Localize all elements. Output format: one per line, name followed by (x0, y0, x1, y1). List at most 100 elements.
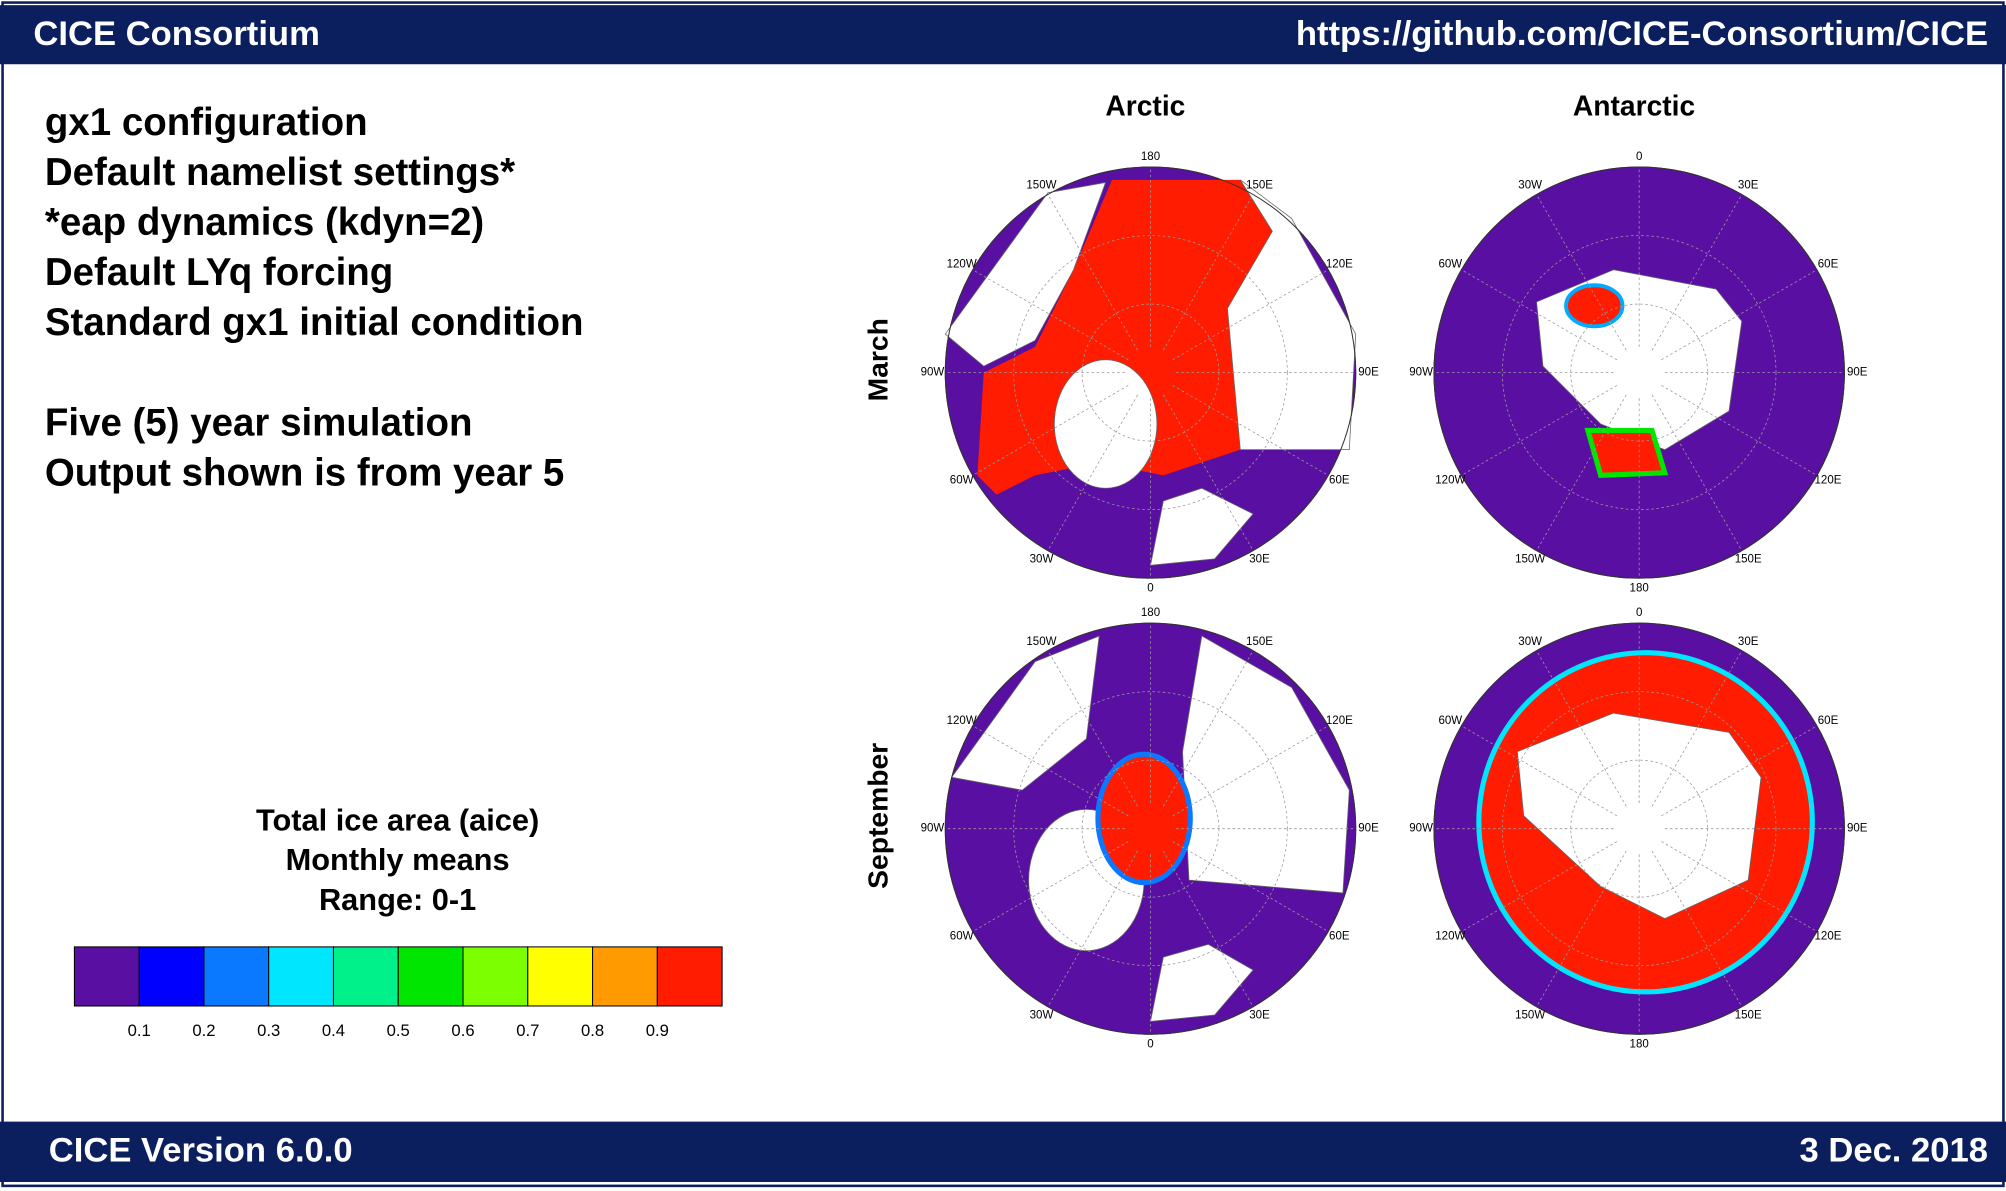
map-outline (944, 622, 1357, 1035)
graticule (1461, 385, 1618, 476)
row-title: September (861, 743, 893, 889)
longitude-label: 0 (1636, 151, 1642, 163)
graticule (1501, 235, 1777, 511)
longitude-label: 180 (1630, 582, 1649, 594)
graticule (1162, 194, 1254, 351)
colorbar-box (462, 946, 529, 1007)
graticule (1661, 725, 1818, 817)
graticule (1047, 394, 1139, 551)
longitude-label: 30E (1249, 554, 1270, 566)
legend-title: Range: 0-1 (319, 882, 476, 917)
footer-bar (0, 1121, 2006, 1183)
longitude-label: 30E (1738, 636, 1759, 648)
longitude-label: 0 (1147, 1039, 1153, 1051)
longitude-label: 60W (1438, 259, 1462, 271)
polar-map: 180 150E 120E 90E 60E 30E 0 30W 60W 90W 120W 150W (921, 607, 1380, 1051)
header-url: https://github.com/CICE-Consortium/CICE (1296, 15, 1988, 53)
longitude-label: 150E (1246, 180, 1273, 192)
longitude-label: 120E (1815, 475, 1842, 487)
longitude-label: 30W (1030, 554, 1054, 566)
colorbar-box (332, 946, 399, 1007)
description-line: *eap dynamics (kdyn=2) (45, 201, 484, 244)
map-outline (944, 166, 1357, 579)
sea-ice (977, 179, 1273, 495)
land (1150, 487, 1254, 566)
graticule (1013, 691, 1288, 967)
land (1516, 712, 1762, 920)
longitude-label: 120E (1815, 931, 1842, 943)
colorbar-label: 0.5 (387, 1021, 410, 1040)
longitude-label: 120E (1326, 259, 1353, 271)
colorbar-box (656, 946, 723, 1007)
sea-ice (1584, 427, 1669, 479)
sea-ice (1564, 283, 1625, 329)
longitude-label: 30W (1030, 1010, 1054, 1022)
longitude-label: 90E (1358, 823, 1379, 835)
row-title: March (861, 318, 893, 401)
legend-title: Monthly means (286, 842, 510, 877)
colorbar-box (397, 946, 464, 1007)
polar-map: 0 30E 60E 90E 120E 150E 180 150W 120W 90W 60W 30W (1409, 607, 1868, 1051)
colorbar-label: 0.7 (516, 1021, 539, 1040)
colorbar-label: 0.9 (646, 1021, 669, 1040)
longitude-label: 60W (950, 475, 974, 487)
graticule (1013, 235, 1288, 511)
polar-map: 180 150E 120E 90E 60E 30E 0 30W 60W 90W 120W 150W (921, 151, 1380, 595)
map-outline (1433, 166, 1845, 579)
land (1227, 179, 1357, 451)
longitude-label: 180 (1630, 1039, 1649, 1051)
longitude-label: 120W (1435, 931, 1465, 943)
colorbar-box (527, 946, 594, 1007)
column-title: Arctic (1105, 89, 1185, 121)
graticule (1651, 194, 1743, 351)
longitude-label: 60E (1329, 931, 1350, 943)
graticule (1536, 394, 1627, 551)
graticule (1661, 385, 1818, 476)
longitude-label: 60W (1438, 715, 1462, 727)
longitude-label: 60E (1329, 475, 1350, 487)
land (944, 181, 1107, 367)
longitude-label: 150W (1515, 554, 1545, 566)
colorbar-label: 0.4 (322, 1021, 345, 1040)
longitude-label: 150E (1735, 554, 1762, 566)
longitude-label: 150E (1246, 636, 1273, 648)
footer-version: CICE Version 6.0.0 (49, 1132, 353, 1170)
longitude-label: 90E (1847, 823, 1868, 835)
sea-ice (1095, 751, 1193, 886)
graticule (1461, 269, 1618, 361)
longitude-label: 120W (1435, 475, 1465, 487)
header-title: CICE Consortium (33, 15, 320, 53)
graticule (1047, 194, 1139, 351)
colorbar-box (138, 946, 205, 1007)
description-line: Default namelist settings* (45, 151, 515, 194)
legend-title: Total ice area (aice) (256, 802, 539, 837)
longitude-label: 180 (1141, 151, 1160, 163)
colorbar-label: 0.1 (128, 1021, 151, 1040)
land (951, 635, 1100, 791)
graticule (1661, 841, 1818, 932)
colorbar-label: 0.8 (581, 1021, 604, 1040)
longitude-label: 120W (947, 259, 977, 271)
column-title: Antarctic (1573, 89, 1695, 121)
longitude-label: 150W (1026, 180, 1056, 192)
map-outline (1433, 622, 1845, 1035)
longitude-label: 90W (921, 367, 945, 379)
colorbar-box (268, 946, 334, 1007)
graticule (1461, 841, 1618, 932)
longitude-label: 120E (1326, 715, 1353, 727)
longitude-label: 90E (1358, 367, 1379, 379)
header-bar (0, 5, 2006, 65)
graticule (1461, 725, 1618, 817)
colorbar-box (73, 946, 140, 1007)
graticule (1651, 394, 1743, 551)
simulation-line: Five (5) year simulation (45, 401, 473, 444)
graticule (1661, 269, 1818, 361)
polar-map: 0 30E 60E 90E 120E 150E 180 150W 120W 90W 60W 30W (1409, 151, 1868, 595)
longitude-label: 90W (1409, 823, 1433, 835)
longitude-label: 150E (1735, 1010, 1762, 1022)
description-line: gx1 configuration (45, 101, 368, 144)
longitude-label: 30W (1518, 180, 1542, 192)
longitude-label: 30W (1518, 636, 1542, 648)
